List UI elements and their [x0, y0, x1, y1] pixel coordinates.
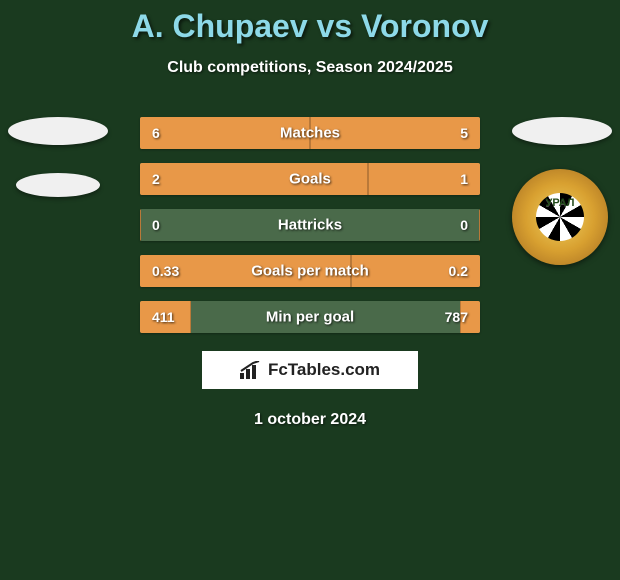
infographic-container: A. Chupaev vs Voronov Club competitions,… [0, 0, 620, 429]
stat-row: 0 Hattricks 0 [140, 209, 480, 241]
team-left-logo [8, 117, 108, 217]
stat-row: 6 Matches 5 [140, 117, 480, 149]
stat-right-value: 5 [460, 125, 468, 141]
stat-bars: 6 Matches 5 2 Goals 1 0 Hattricks 0 [140, 117, 480, 333]
stat-label: Goals per match [140, 263, 480, 280]
date-label: 1 october 2024 [0, 411, 620, 429]
watermark: FcTables.com [202, 351, 418, 389]
stat-label: Min per goal [140, 309, 480, 326]
team-right-badge: УРАЛ [512, 169, 608, 265]
stat-row: 411 Min per goal 787 [140, 301, 480, 333]
stat-label: Matches [140, 125, 480, 142]
stat-label: Goals [140, 171, 480, 188]
stat-right-value: 1 [460, 171, 468, 187]
watermark-text: FcTables.com [268, 360, 380, 380]
stats-area: УРАЛ 6 Matches 5 2 Goals 1 0 Hattric [0, 117, 620, 429]
ellipse-shape [512, 117, 612, 145]
stat-right-value: 0.2 [449, 263, 468, 279]
stat-right-value: 0 [460, 217, 468, 233]
ellipse-shape [8, 117, 108, 145]
stat-row: 0.33 Goals per match 0.2 [140, 255, 480, 287]
page-title: A. Chupaev vs Voronov [0, 8, 620, 45]
subtitle: Club competitions, Season 2024/2025 [0, 59, 620, 77]
badge-label: УРАЛ [512, 197, 608, 209]
stat-label: Hattricks [140, 217, 480, 234]
stat-right-value: 787 [445, 309, 468, 325]
ellipse-shape [16, 173, 100, 197]
chart-icon [240, 361, 262, 379]
stat-row: 2 Goals 1 [140, 163, 480, 195]
